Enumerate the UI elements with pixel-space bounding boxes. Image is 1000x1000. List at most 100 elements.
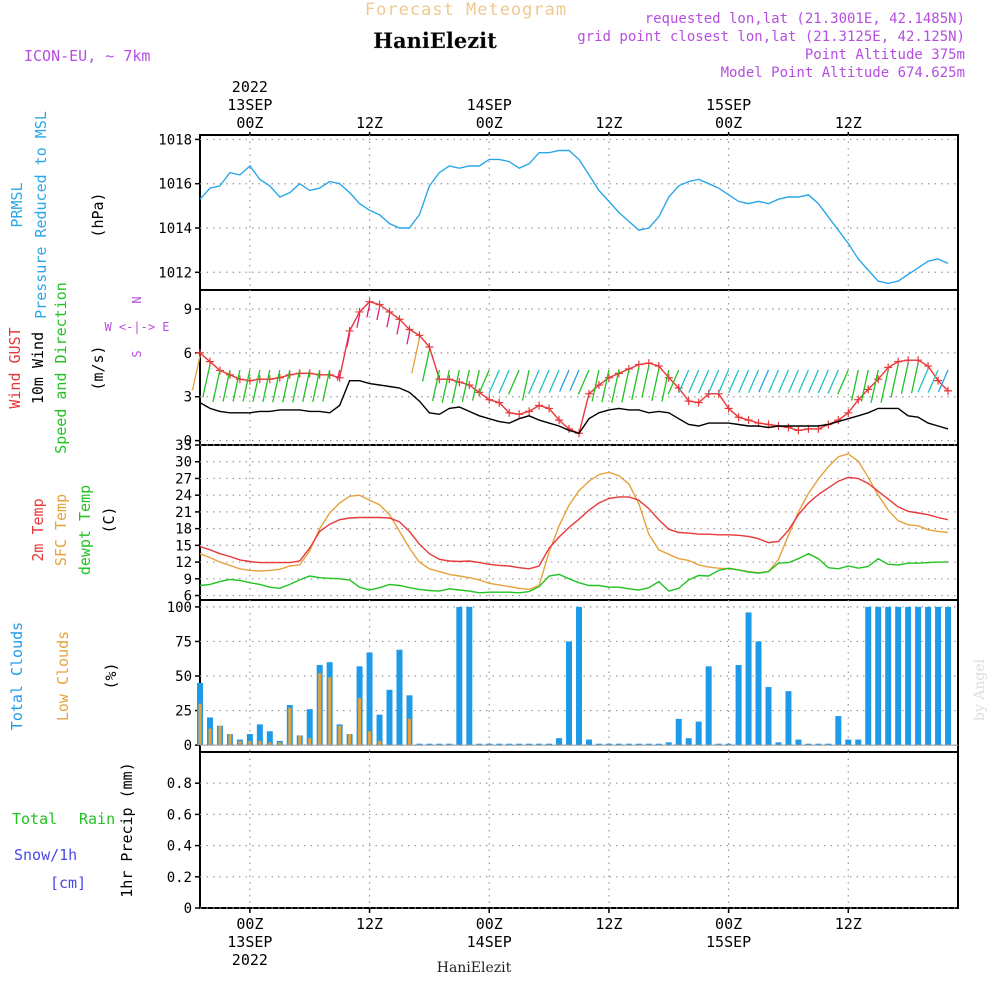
wind-arrow	[498, 369, 510, 394]
total-cloud-bar	[855, 739, 862, 746]
wind-arrow	[728, 369, 740, 394]
precip-unit: 1hr Precip (mm)	[118, 762, 136, 897]
total-cloud-bar	[466, 606, 473, 746]
low-cloud-bar	[288, 707, 292, 746]
wind-arrow	[778, 369, 790, 393]
temp2m-label: 2m Temp	[29, 498, 47, 561]
low-cloud-bar	[407, 718, 411, 746]
pressure-labels: PRMSL Pressure Reduced to MSL (hPa)	[8, 111, 107, 319]
prmsl-line	[199, 149, 949, 285]
precip-ytick-label: 0.8	[167, 776, 192, 792]
temperature-ytick-label: 6	[184, 589, 192, 605]
total-cloud-bar	[815, 743, 822, 746]
wind-arrow	[758, 369, 770, 393]
time-label-top: 14SEP	[467, 96, 512, 114]
gust-marker	[604, 373, 613, 382]
wind-arrow	[336, 369, 341, 381]
total-cloud-bar	[496, 743, 503, 746]
total-cloud-bar	[526, 743, 533, 746]
gust-marker	[734, 413, 743, 422]
total-cloud-bar	[885, 606, 892, 746]
total-cloud-bar	[925, 606, 932, 746]
gust-marker	[704, 389, 713, 398]
gust-marker	[335, 373, 344, 382]
time-label-top: 2022	[232, 78, 268, 96]
wind-arrow	[651, 368, 660, 402]
gust-marker	[435, 375, 444, 384]
clouds-ytick-label: 0	[184, 738, 192, 754]
wind-arrow	[212, 369, 221, 403]
gust-marker	[515, 410, 524, 419]
total-cloud-bar	[715, 743, 722, 746]
low-cloud-bar	[368, 731, 372, 746]
total-cloud-bar	[875, 606, 882, 746]
wind-arrow	[870, 369, 879, 403]
gust-marker	[505, 408, 514, 417]
low-cloud-bar	[318, 673, 322, 746]
prmsl-long-label: Pressure Reduced to MSL	[32, 111, 50, 319]
wind-panel-frame	[199, 289, 959, 446]
gust-marker	[844, 408, 853, 417]
point-altitude: Point Altitude 375m	[805, 47, 965, 63]
precip-panel-frame	[199, 751, 959, 909]
total-cloud-bar	[835, 716, 842, 746]
wind-arrow	[927, 369, 939, 393]
total-cloud-bar	[735, 664, 742, 746]
prmsl-unit: (hPa)	[89, 192, 107, 237]
wind-arrow	[678, 369, 690, 394]
wind-arrow	[232, 369, 241, 402]
total-cloud-bar	[456, 606, 463, 746]
total-cloud-bar	[396, 649, 403, 746]
temp-unit: (C)	[100, 506, 118, 533]
gust-marker	[894, 357, 903, 366]
clouds-ytick-label: 100	[167, 600, 192, 616]
wind-arrow	[559, 369, 570, 392]
total-cloud-bar	[755, 641, 762, 746]
pressure-ytick-label: 1018	[158, 132, 192, 148]
total-cloud-bar	[536, 743, 543, 746]
wind-arrow	[191, 355, 201, 391]
time-label-bottom: 12Z	[356, 915, 383, 933]
wind-arrow	[292, 369, 301, 403]
gust-marker	[525, 407, 534, 416]
precip-labels: Total Rain Snow/1h [cm] 1hr Precip (mm)	[12, 762, 136, 897]
gust-marker	[654, 362, 663, 371]
total-rain-label-a: Total	[12, 810, 57, 828]
gust-marker	[205, 357, 214, 366]
wind-arrow	[406, 332, 411, 345]
wind-arrow	[641, 365, 650, 398]
wind-arrow	[688, 369, 700, 393]
gust-marker	[495, 398, 504, 407]
wind-arrow	[601, 369, 610, 403]
temperature-ytick-label: 27	[175, 471, 192, 487]
gust-marker	[385, 307, 394, 316]
time-label-bottom: 00Z	[715, 915, 742, 933]
wind-arrow	[222, 369, 231, 402]
gust-marker	[864, 385, 873, 394]
wind-arrow	[697, 369, 710, 394]
total-rain-label-b: Rain	[79, 810, 115, 828]
total-cloud-bar	[476, 743, 483, 746]
wind-arrow	[917, 368, 929, 393]
clouds-ytick-label: 25	[175, 704, 192, 720]
gust-marker	[485, 395, 494, 404]
wind-arrow	[431, 369, 441, 402]
wind-arrow	[471, 369, 480, 401]
wind-arrow	[661, 369, 670, 402]
wind-arrow	[312, 369, 321, 403]
total-cloud-bar	[645, 743, 652, 746]
data-layer	[191, 149, 958, 746]
total-cloud-bar	[306, 709, 313, 746]
gust-marker	[275, 373, 284, 382]
total-cloud-bar	[805, 743, 812, 746]
wind-arrow	[837, 369, 849, 395]
wind-ytick-label: 9	[184, 302, 192, 318]
low-cloud-bar	[248, 740, 252, 746]
total-cloud-bar	[585, 739, 592, 746]
total-cloud-bar	[685, 738, 692, 746]
wind-arrow	[411, 338, 421, 374]
gust-marker	[445, 375, 454, 384]
total-cloud-bar	[905, 606, 912, 746]
wind-arrow	[738, 369, 750, 393]
total-cloud-bar	[376, 714, 383, 746]
